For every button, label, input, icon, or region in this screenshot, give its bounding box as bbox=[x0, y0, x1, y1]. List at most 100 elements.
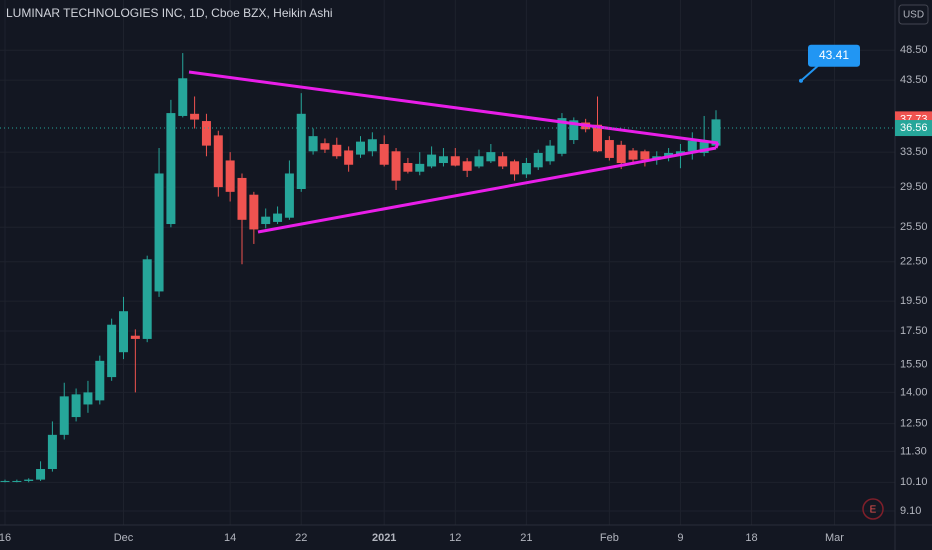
candle-body bbox=[510, 161, 520, 175]
candle-body bbox=[201, 121, 211, 146]
candle-body bbox=[356, 141, 365, 155]
candle-body bbox=[403, 163, 413, 172]
currency[interactable]: USD bbox=[903, 10, 924, 21]
candle-body bbox=[438, 156, 448, 164]
candle-body bbox=[616, 144, 626, 164]
x-tick-label: Feb bbox=[600, 532, 619, 544]
candle-body bbox=[557, 118, 567, 154]
earnings-marker[interactable] bbox=[862, 498, 884, 520]
candle-body bbox=[664, 152, 674, 158]
candle-body bbox=[59, 396, 69, 435]
y-tick-label: 29.50 bbox=[900, 181, 928, 193]
y-tick-label: 11.30 bbox=[900, 445, 927, 457]
candle-body bbox=[687, 140, 697, 152]
candle-body bbox=[130, 335, 140, 339]
y-tick-label: 25.50 bbox=[900, 221, 928, 233]
candle-body bbox=[427, 154, 437, 167]
y-tick-label: 10.10 bbox=[900, 476, 928, 488]
candle-body bbox=[379, 144, 389, 165]
candle-body bbox=[450, 156, 460, 166]
candle-body bbox=[593, 124, 602, 152]
candle-body bbox=[119, 311, 128, 353]
candle-body bbox=[107, 324, 117, 378]
chart-title: LUMINAR TECHNOLOGIES INC, 1D, Cboe BZX, … bbox=[6, 6, 333, 20]
y-tick-label: 33.50 bbox=[900, 146, 928, 158]
candle-body bbox=[569, 120, 579, 141]
candle-body bbox=[284, 173, 294, 218]
candle-body bbox=[273, 213, 283, 222]
candle-body bbox=[190, 113, 200, 120]
candle-body bbox=[699, 140, 709, 153]
y-tick-label: 22.50 bbox=[900, 256, 928, 268]
x-tick-label: 18 bbox=[745, 532, 757, 544]
candle-body bbox=[36, 469, 46, 480]
x-tick-label: Dec bbox=[114, 532, 134, 544]
candle-body bbox=[545, 145, 555, 162]
callout-pointer bbox=[800, 64, 819, 82]
x-tick-label: 22 bbox=[295, 532, 307, 544]
candle-body bbox=[95, 360, 105, 401]
trend-line-upper bbox=[188, 70, 719, 145]
candle-body bbox=[498, 156, 508, 167]
candle-body bbox=[486, 152, 496, 162]
candle-body bbox=[521, 163, 531, 175]
x-tick-label: 16 bbox=[0, 532, 11, 544]
candle-body bbox=[415, 163, 425, 172]
callout-box bbox=[808, 44, 860, 67]
x-tick-label: Mar bbox=[825, 532, 844, 544]
candle-body bbox=[0, 480, 10, 482]
candle-body bbox=[213, 135, 223, 188]
x-tick-label: 21 bbox=[520, 532, 532, 544]
candle-body bbox=[462, 161, 472, 171]
y-tick-label: 15.50 bbox=[900, 358, 928, 370]
price-label-box bbox=[895, 120, 932, 137]
candle-body bbox=[675, 151, 685, 155]
candle-body bbox=[711, 119, 721, 146]
candle-body bbox=[166, 113, 176, 225]
trend-line-lower bbox=[257, 146, 717, 234]
x-tick-label: 14 bbox=[224, 532, 236, 544]
y-tick-label: 12.50 bbox=[900, 418, 928, 430]
y-tick-label: 9.10 bbox=[900, 505, 921, 517]
candle-body bbox=[12, 480, 22, 482]
candle-body bbox=[83, 392, 93, 405]
candle-body bbox=[533, 152, 543, 168]
candle-body bbox=[296, 113, 306, 190]
candle-body bbox=[178, 78, 188, 116]
price-label: 36.56 bbox=[900, 122, 928, 134]
candle-body bbox=[320, 143, 330, 150]
x-tick-label: 12 bbox=[449, 532, 461, 544]
candle-body bbox=[640, 151, 650, 160]
candle-body bbox=[332, 144, 342, 157]
y-tick-label: 17.50 bbox=[900, 325, 928, 337]
candle-body bbox=[249, 194, 259, 230]
y-tick-label: 48.50 bbox=[900, 44, 928, 56]
candle-body bbox=[474, 156, 484, 167]
currency-box[interactable] bbox=[898, 4, 929, 25]
trend-line-apex bbox=[714, 142, 720, 149]
candle-body bbox=[367, 139, 377, 152]
x-tick-label: 9 bbox=[677, 532, 683, 544]
candle-body bbox=[24, 479, 34, 481]
y-tick-label: 14.00 bbox=[900, 386, 928, 398]
candle-body bbox=[237, 177, 247, 220]
earnings-label[interactable]: E bbox=[870, 505, 877, 516]
candle-body bbox=[154, 173, 164, 292]
candle-body bbox=[261, 216, 271, 225]
candle-body bbox=[225, 160, 235, 192]
y-tick-label: 43.50 bbox=[900, 74, 928, 86]
candle-body bbox=[47, 434, 57, 470]
candles bbox=[0, 53, 721, 483]
candle-body bbox=[308, 136, 318, 152]
callout-anchor bbox=[799, 78, 803, 83]
candle-body bbox=[142, 259, 152, 339]
candle-body bbox=[71, 394, 81, 418]
candle-body bbox=[391, 151, 401, 181]
x-tick-label: 2021 bbox=[372, 532, 396, 544]
callout-label: 43.41 bbox=[819, 48, 849, 62]
candle-body bbox=[344, 150, 354, 165]
y-tick-label: 19.50 bbox=[900, 295, 928, 307]
